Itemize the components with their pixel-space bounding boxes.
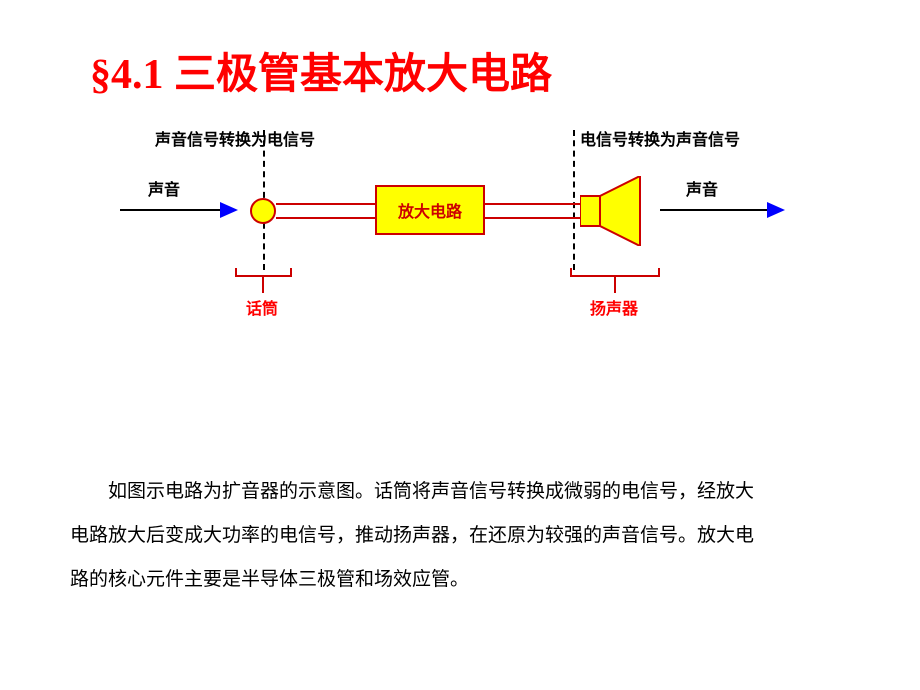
caption-left: 声音信号转换为电信号 — [155, 126, 315, 150]
wire-top-1 — [276, 203, 375, 205]
bracket-left-v1 — [235, 268, 237, 277]
caption-right: 电信号转换为声音信号 — [580, 126, 740, 150]
label-microphone: 话筒 — [246, 295, 278, 319]
body-line-1: 如图示电路为扩音器的示意图。话筒将声音信号转换成微弱的电信号，经放大 — [70, 470, 870, 514]
arrow-input — [120, 198, 238, 222]
divider-right — [573, 130, 575, 270]
wire-bot-2 — [485, 217, 580, 219]
label-input: 声音 — [148, 176, 180, 200]
wire-bot-1 — [276, 217, 375, 219]
speaker-icon — [580, 176, 655, 246]
label-output: 声音 — [686, 176, 718, 200]
bracket-right-v1 — [570, 268, 572, 277]
body-line-3: 路的核心元件主要是半导体三极管和场效应管。 — [70, 558, 870, 602]
bracket-right-v2 — [658, 268, 660, 277]
body-line-2: 电路放大后变成大功率的电信号，推动扬声器，在还原为较强的声音信号。放大电 — [70, 514, 870, 558]
arrow-output — [660, 198, 785, 222]
bracket-left-v2 — [290, 268, 292, 277]
amplifier-label: 放大电路 — [398, 198, 462, 222]
amplifier-box: 放大电路 — [375, 185, 485, 235]
microphone-icon — [250, 198, 276, 224]
label-speaker: 扬声器 — [590, 295, 638, 319]
section-title: §4.1 三极管基本放大电路 — [90, 40, 552, 101]
wire-top-2 — [485, 203, 580, 205]
bracket-right-drop — [614, 275, 616, 293]
amplifier-diagram: 声音信号转换为电信号 电信号转换为声音信号 声音 放大电路 声音 话筒 扬声器 — [120, 130, 820, 350]
body-paragraph: 如图示电路为扩音器的示意图。话筒将声音信号转换成微弱的电信号，经放大 电路放大后… — [70, 470, 870, 602]
bracket-left-drop — [262, 275, 264, 293]
